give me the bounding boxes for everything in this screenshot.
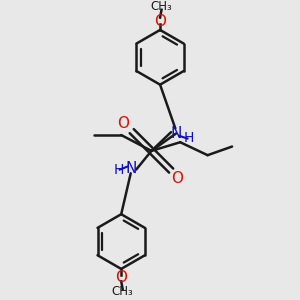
Text: O: O [154, 14, 166, 29]
Text: CH₃: CH₃ [112, 286, 134, 298]
Text: O: O [117, 116, 129, 131]
Text: N: N [126, 160, 137, 175]
Text: H: H [113, 163, 124, 177]
Text: O: O [171, 171, 183, 186]
Text: N: N [170, 126, 182, 141]
Text: H: H [184, 131, 194, 145]
Text: CH₃: CH₃ [151, 0, 172, 14]
Text: O: O [115, 270, 127, 285]
